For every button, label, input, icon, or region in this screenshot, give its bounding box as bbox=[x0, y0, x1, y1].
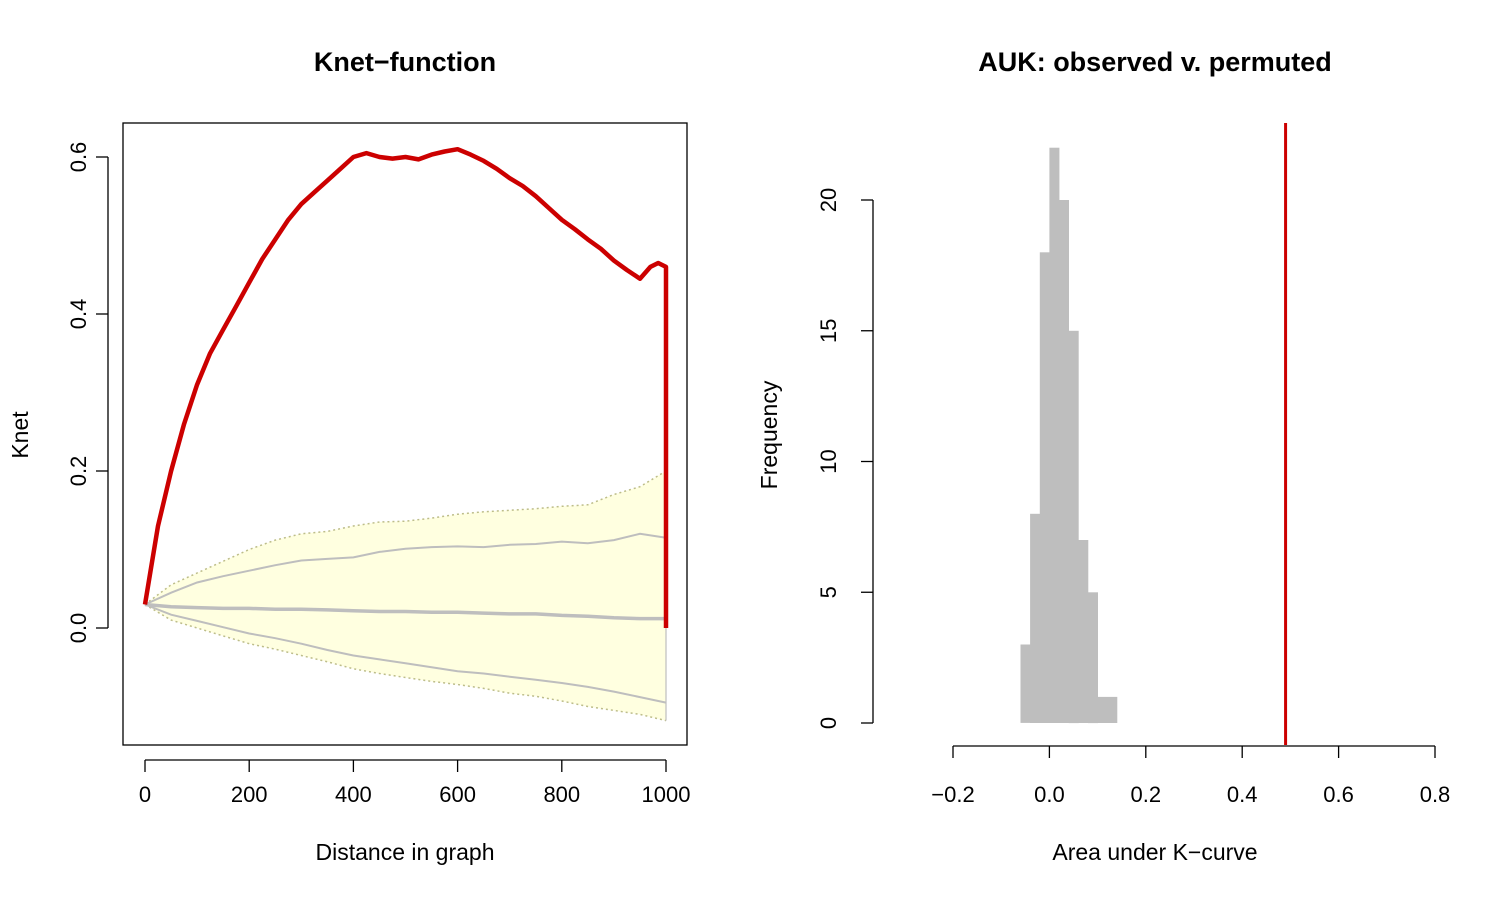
histogram-bar bbox=[1059, 200, 1069, 723]
series-permuted-lower bbox=[144, 603, 667, 704]
series-permuted-upper bbox=[144, 532, 667, 606]
auk-title: AUK: observed v. permuted bbox=[978, 47, 1332, 77]
series-observed bbox=[142, 146, 669, 628]
auk-x-tick-label: 0.4 bbox=[1227, 782, 1258, 807]
histogram-bar bbox=[1097, 696, 1118, 723]
histogram-bar bbox=[1078, 540, 1089, 723]
knet-ylabel: Knet bbox=[7, 411, 33, 459]
auk-y-axis: 0 5 10 15 20 bbox=[816, 188, 874, 729]
histogram-bar bbox=[1030, 513, 1041, 723]
knet-y-tick-label: 0.2 bbox=[66, 456, 91, 487]
knet-y-tick-label: 0.0 bbox=[66, 613, 91, 644]
auk-ylabel: Frequency bbox=[756, 380, 782, 489]
knet-x-tick-label: 0 bbox=[139, 782, 151, 807]
auk-y-tick-label: 10 bbox=[816, 449, 841, 473]
knet-x-tick-label: 1000 bbox=[642, 782, 691, 807]
knet-x-tick-label: 400 bbox=[335, 782, 372, 807]
knet-y-axis: 0.0 0.2 0.4 0.6 bbox=[66, 142, 109, 644]
knet-x-tick-label: 800 bbox=[543, 782, 580, 807]
knet-title: Knet−function bbox=[314, 47, 496, 77]
auk-x-tick-label: 0.0 bbox=[1034, 782, 1065, 807]
histogram-bar bbox=[1039, 252, 1050, 724]
auk-x-tick-label: 0.8 bbox=[1420, 782, 1451, 807]
knet-x-tick-label: 200 bbox=[231, 782, 268, 807]
auk-xlabel: Area under K−curve bbox=[1052, 839, 1257, 865]
auk-histogram bbox=[1020, 147, 1118, 724]
histogram-bar bbox=[1049, 147, 1060, 723]
auk-x-tick-label: −0.2 bbox=[931, 782, 974, 807]
histogram-bar bbox=[1068, 330, 1079, 724]
auk-y-tick-label: 20 bbox=[816, 188, 841, 212]
knet-plot-frame bbox=[122, 122, 688, 746]
histogram-bar bbox=[1088, 592, 1098, 724]
series-permuted-median bbox=[144, 602, 666, 621]
auk-x-tick-label: 0.2 bbox=[1131, 782, 1162, 807]
knet-y-tick-label: 0.6 bbox=[66, 142, 91, 173]
auk-x-tick-label: 0.6 bbox=[1323, 782, 1354, 807]
auk-y-tick-label: 5 bbox=[816, 586, 841, 598]
auk-x-axis: −0.2 0.0 0.2 0.4 0.6 0.8 bbox=[931, 745, 1451, 807]
knet-xlabel: Distance in graph bbox=[316, 839, 495, 865]
auk-y-tick-label: 0 bbox=[816, 717, 841, 729]
knet-x-axis: 0 200 400 600 800 1000 bbox=[139, 759, 691, 807]
knet-panel: Knet−function Distance in graph Knet 0 20… bbox=[7, 47, 690, 865]
knet-x-tick-label: 600 bbox=[439, 782, 476, 807]
knet-y-tick-label: 0.4 bbox=[66, 299, 91, 330]
auk-y-tick-label: 15 bbox=[816, 319, 841, 343]
histogram-bar bbox=[1020, 644, 1031, 723]
permutation-envelope bbox=[145, 471, 666, 721]
auk-panel: AUK: observed v. permuted Area under K−c… bbox=[756, 47, 1450, 865]
knet-plot-area bbox=[142, 146, 669, 722]
